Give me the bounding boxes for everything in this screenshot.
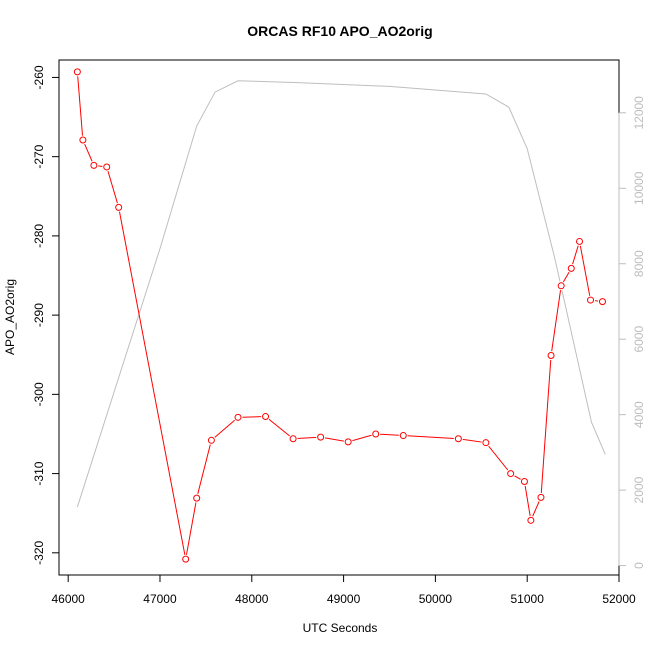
data-point	[537, 493, 545, 501]
x-tick-label: 47000	[143, 592, 177, 606]
data-point	[344, 438, 352, 446]
y-tick-label: -260	[32, 65, 46, 89]
y2-tick-label: 8000	[632, 250, 646, 277]
x-tick-label: 51000	[511, 592, 545, 606]
y2-tick-label: 0	[632, 562, 646, 569]
x-tick-label: 46000	[51, 592, 85, 606]
data-point	[73, 68, 81, 76]
data-point	[598, 298, 606, 306]
data-point	[103, 163, 111, 171]
series-layer	[72, 67, 607, 564]
data-point	[576, 237, 584, 245]
data-point	[527, 516, 535, 524]
data-point	[90, 161, 98, 169]
data-point	[454, 435, 462, 443]
y-tick-label: -290	[32, 303, 46, 327]
y-tick-label: -310	[32, 461, 46, 485]
y-axis-label: APO_AO2orig	[3, 279, 17, 355]
data-point	[567, 264, 575, 272]
data-point	[557, 282, 565, 290]
x-tick-label: 50000	[419, 592, 453, 606]
y2-tick-label: 12000	[632, 96, 646, 130]
data-point	[399, 432, 407, 440]
data-point	[193, 494, 201, 502]
plot-frame	[58, 59, 620, 576]
data-point	[507, 470, 515, 478]
x-tick-label: 52000	[602, 592, 636, 606]
x-tick-label: 49000	[327, 592, 361, 606]
y-tick-label: -300	[32, 382, 46, 406]
y2-tick-label: 2000	[632, 476, 646, 503]
data-point	[372, 430, 380, 438]
x-axis: 46000 47000 48000 49000 50000 51000 52000	[51, 574, 636, 606]
y2-tick-label: 4000	[632, 401, 646, 428]
data-point	[317, 433, 325, 441]
y-tick-label: -320	[32, 540, 46, 564]
x-tick-label: 48000	[235, 592, 269, 606]
data-point	[234, 413, 242, 421]
y-axis-left: -320 -310 -300 -290 -280 -270 -260	[32, 65, 60, 565]
x-axis-label: UTC Seconds	[303, 621, 378, 635]
data-point	[79, 136, 87, 144]
data-point	[115, 203, 123, 211]
data-point	[207, 436, 215, 444]
data-point	[182, 555, 190, 563]
data-point	[547, 352, 555, 360]
data-point	[289, 435, 297, 443]
chart-title: ORCAS RF10 APO_AO2orig	[247, 23, 432, 39]
apo-series-line	[76, 71, 603, 560]
y-axis-right: 0 2000 4000 6000 8000 10000 12000	[618, 96, 646, 569]
y-tick-label: -270	[32, 144, 46, 168]
data-point	[482, 439, 490, 447]
altitude-series-line	[76, 80, 606, 508]
data-point	[520, 478, 528, 486]
y-tick-label: -280	[32, 224, 46, 248]
data-point	[587, 296, 595, 304]
y2-tick-label: 10000	[632, 171, 646, 205]
data-point	[262, 413, 270, 421]
y2-tick-label: 6000	[632, 326, 646, 353]
